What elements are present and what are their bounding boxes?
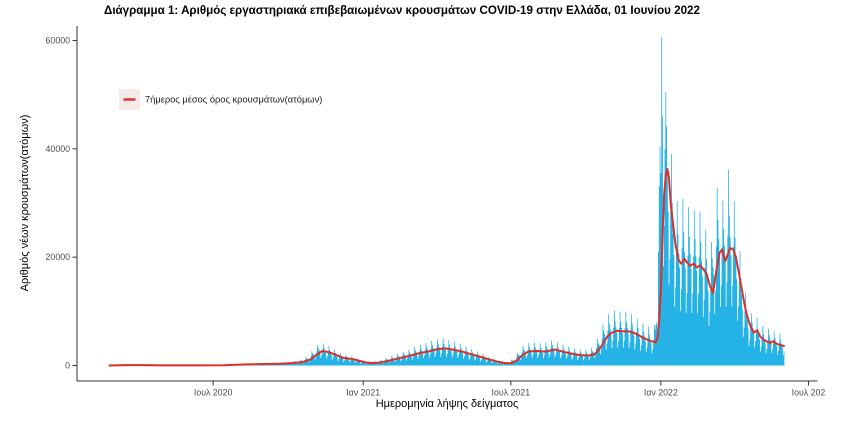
chart-title: Διάγραμμα 1: Αριθμός εργαστηριακά επιβεβ… bbox=[104, 4, 700, 17]
y-tick-label: 0 bbox=[65, 361, 70, 371]
y-tick-label: 20000 bbox=[46, 252, 71, 262]
bars-series bbox=[109, 36, 785, 366]
avg-line-series bbox=[108, 167, 786, 367]
y-axis-title: Αριθμός νέων κρουσμάτων(ατόμων) bbox=[19, 115, 31, 292]
x-axis-title: Ημερομηνία λήψης δείγματος bbox=[376, 398, 519, 410]
axes bbox=[76, 26, 818, 382]
y-axis-ticks: 0 20000 40000 60000 bbox=[46, 36, 77, 371]
x-tick-label: Ιαν 2021 bbox=[346, 388, 380, 398]
legend-label: 7ήμερος μέσος όρος κρουσμάτων(ατόμων) bbox=[145, 95, 322, 105]
legend: 7ήμερος μέσος όρος κρουσμάτων(ατόμων) bbox=[119, 89, 322, 110]
x-tick-label: Ιαν 2022 bbox=[644, 388, 678, 398]
x-tick-label: Ιουλ 202 bbox=[792, 388, 826, 398]
y-tick-label: 40000 bbox=[46, 144, 71, 154]
plot-area bbox=[108, 36, 786, 367]
x-tick-label: Ιουλ 2021 bbox=[492, 388, 531, 398]
x-axis-ticks: Ιουλ 2020 Ιαν 2021 Ιουλ 2021 Ιαν 2022 Ιουλ 2… bbox=[194, 381, 826, 398]
y-tick-label: 60000 bbox=[46, 36, 71, 46]
x-tick-label: Ιουλ 2020 bbox=[194, 388, 233, 398]
